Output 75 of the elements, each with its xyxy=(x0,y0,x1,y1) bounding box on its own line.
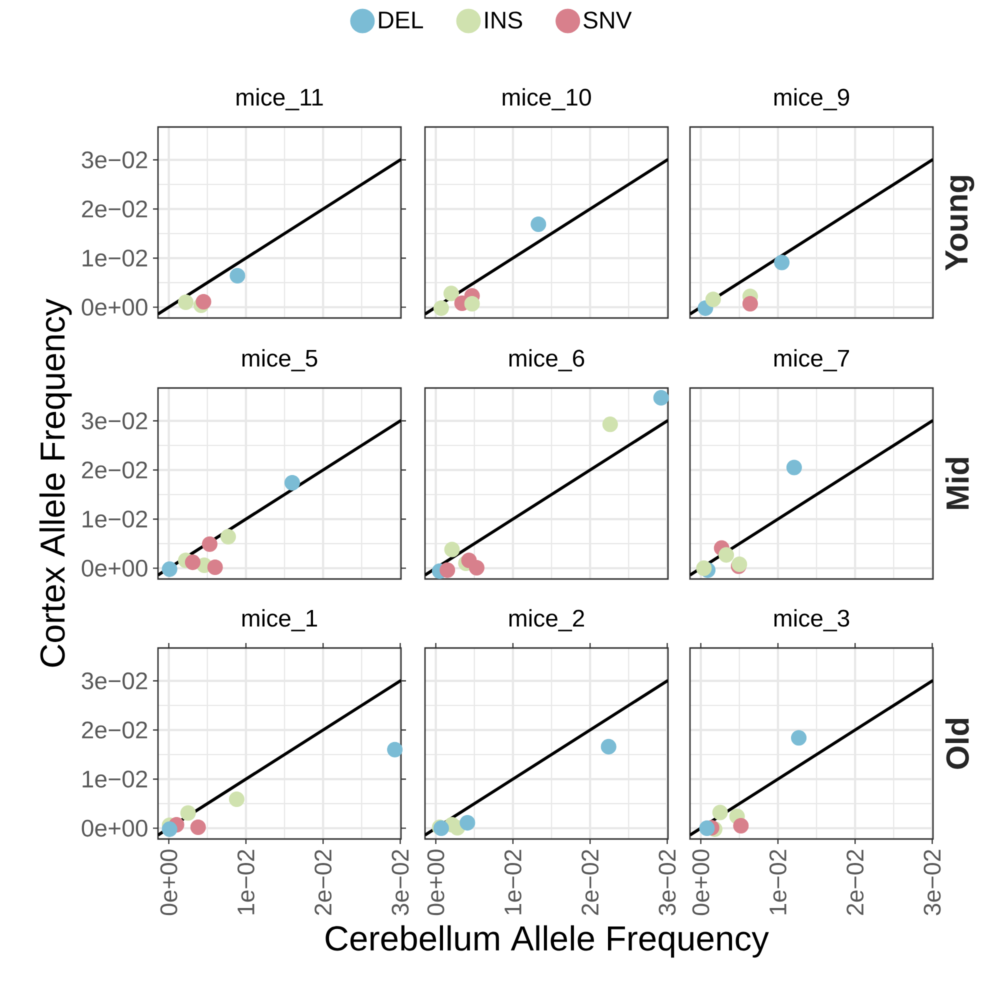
x-tick-label: 2e−02 xyxy=(314,850,332,915)
text: Young xyxy=(945,176,974,271)
chart-title: mice_7 xyxy=(774,349,849,372)
point xyxy=(718,547,734,563)
chart-title: mice_11 xyxy=(236,88,323,110)
y-axis-title: Cortex Allele Frequency xyxy=(39,298,72,667)
point xyxy=(184,554,200,570)
y-tick-label: 1e−02 xyxy=(82,510,148,528)
x-tick-label: 0e+00 xyxy=(427,850,444,916)
point xyxy=(230,268,246,284)
y-tick-label: 2e−02 xyxy=(82,721,148,738)
point xyxy=(733,818,749,834)
text: Old xyxy=(945,718,969,769)
x-tick-label: 3e−02 xyxy=(658,850,676,916)
x-tick-label: 1e−02 xyxy=(237,850,254,914)
point xyxy=(162,821,178,837)
point xyxy=(162,561,178,577)
legend-label: SNV xyxy=(584,12,632,29)
point xyxy=(786,460,802,476)
x-tick-label: 0e+00 xyxy=(692,850,710,916)
chart-title: mice_10 xyxy=(502,88,591,110)
point xyxy=(387,742,403,758)
x-tick-label: 2e−02 xyxy=(846,850,864,915)
point xyxy=(284,474,300,491)
point xyxy=(699,820,715,836)
point xyxy=(196,294,212,310)
point xyxy=(464,296,480,312)
chart-title: mice_5 xyxy=(242,349,318,372)
text: Mid xyxy=(945,458,969,509)
point xyxy=(602,416,618,432)
point xyxy=(705,292,721,308)
point xyxy=(440,562,456,578)
point xyxy=(742,296,758,312)
x-tick-label: 1e−02 xyxy=(769,850,786,914)
chart-title: mice_9 xyxy=(774,88,850,110)
point xyxy=(653,390,669,406)
chart-title: mice_6 xyxy=(509,349,584,372)
y-tick-label: 3e−02 xyxy=(82,672,148,690)
x-tick-label: 2e−02 xyxy=(582,850,599,915)
y-tick-label: 1e−02 xyxy=(82,770,148,788)
point xyxy=(530,216,546,232)
point xyxy=(433,300,449,316)
legend-label: DEL xyxy=(379,12,424,28)
point xyxy=(468,560,484,576)
y-tick-label: 0e+00 xyxy=(82,298,148,316)
point xyxy=(696,560,712,576)
chart-title: mice_2 xyxy=(509,609,584,632)
x-tick-label: 1e−02 xyxy=(504,850,522,914)
point xyxy=(207,559,223,575)
point xyxy=(791,730,807,746)
y-tick-label: 2e−02 xyxy=(82,461,148,478)
point xyxy=(774,254,790,270)
point xyxy=(712,804,728,820)
point xyxy=(228,791,244,807)
point xyxy=(443,286,460,302)
x-tick-label: 3e−02 xyxy=(924,850,941,916)
point xyxy=(178,294,194,310)
point xyxy=(190,819,206,835)
point xyxy=(460,815,476,831)
y-tick-label: 0e+00 xyxy=(82,560,148,577)
y-tick-label: 0e+00 xyxy=(82,820,148,837)
point xyxy=(180,805,196,821)
legend-label: INS xyxy=(485,12,522,29)
y-tick-label: 3e−02 xyxy=(82,412,148,430)
x-tick-label: 3e−02 xyxy=(392,850,409,916)
chart-title: mice_1 xyxy=(242,609,317,632)
x-axis-title: Cerebellum Allele Frequency xyxy=(326,925,769,958)
y-tick-label: 1e−02 xyxy=(82,250,148,267)
point xyxy=(444,542,460,558)
y-tick-label: 2e−02 xyxy=(82,200,148,218)
y-tick-label: 3e−02 xyxy=(82,151,148,168)
chart-title: mice_3 xyxy=(774,609,850,632)
point xyxy=(202,536,218,552)
point xyxy=(600,738,616,754)
point xyxy=(220,529,236,545)
